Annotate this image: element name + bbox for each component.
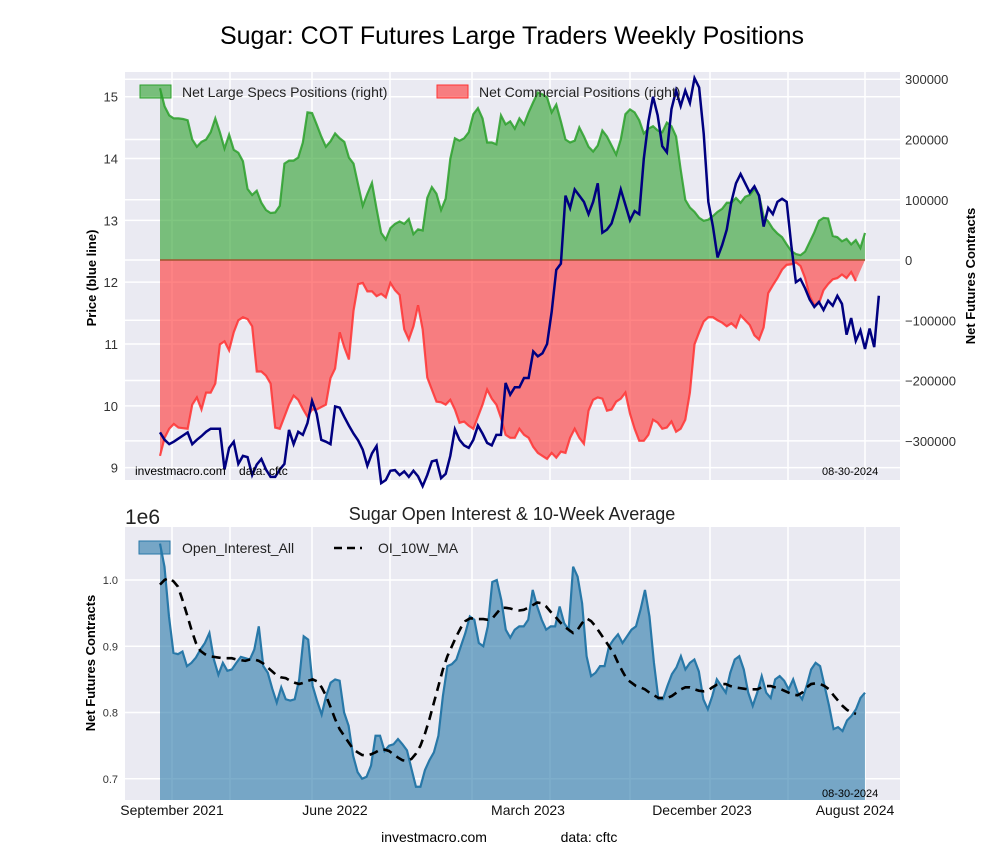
top-price-line <box>158 74 881 490</box>
legend-label-specs: Net Large Specs Positions (right) <box>182 84 387 100</box>
price-line <box>158 74 881 490</box>
right-tick-label: 200000 <box>905 132 948 147</box>
bottom-y-axis-ticks: 0.7 0.8 0.9 1.0 <box>103 575 118 786</box>
bottom-chart-title: Sugar Open Interest & 10-Week Average <box>349 504 676 524</box>
bottom-areas <box>158 543 866 800</box>
top-legend: Net Large Specs Positions (right) Net Co… <box>139 84 681 100</box>
left-tick-label: 11 <box>105 337 119 352</box>
open-interest-line <box>158 543 866 788</box>
right-tick-label: 0 <box>905 253 912 268</box>
x-tick-label: March 2023 <box>491 802 565 818</box>
top-areas <box>158 88 867 461</box>
top-left-axis-label: Price (blue line) <box>84 230 99 327</box>
left-tick-label: 15 <box>104 90 118 105</box>
x-tick-label: December 2023 <box>652 802 752 818</box>
footer-site: investmacro.com <box>381 829 487 845</box>
footer-source: data: cftc <box>561 829 618 845</box>
specs-area <box>160 88 865 261</box>
top-right-axis-ticks: 300000 200000 100000 0 −100000 −200000 −300000 <box>905 72 956 449</box>
x-axis-ticks: September 2021 June 2022 March 2023 Decembe… <box>120 802 894 818</box>
x-tick-label: September 2021 <box>120 802 224 818</box>
top-annotation-source: investmacro.com data: cftc <box>135 464 288 478</box>
top-right-axis-label: Net Futures Contracts <box>963 208 978 345</box>
chart-title: Sugar: COT Futures Large Traders Weekly … <box>219 22 805 50</box>
right-tick-label: 300000 <box>905 72 948 87</box>
bottom-annotation-date: 08-30-2024 <box>822 788 878 800</box>
bottom-offset-label: 1e6 <box>125 506 160 529</box>
left-tick-label: 9 <box>111 461 118 476</box>
right-tick-label: −200000 <box>905 374 956 389</box>
left-tick-label: 10 <box>104 399 118 414</box>
bottom-legend: Open_Interest_All OI_10W_MA <box>138 540 459 556</box>
bottom-y-tick-label: 0.8 <box>103 708 118 720</box>
bottom-y-tick-label: 1.0 <box>103 575 118 587</box>
right-tick-label: 100000 <box>905 193 948 208</box>
legend-swatch-open-interest <box>138 540 171 555</box>
x-tick-label: August 2024 <box>816 802 895 818</box>
bottom-y-axis-label: Net Futures Contracts <box>83 595 98 732</box>
bottom-panel: 0.7 0.8 0.9 1.0 September 2021 June 2022 Marc… <box>83 504 900 818</box>
open-interest-area <box>160 543 865 800</box>
commercial-line <box>158 261 857 461</box>
bottom-y-tick-label: 0.9 <box>103 641 118 653</box>
right-tick-label: −100000 <box>905 313 956 328</box>
commercial-area <box>160 260 865 459</box>
legend-swatch-specs <box>139 84 172 99</box>
left-tick-label: 13 <box>104 213 118 228</box>
ma-line <box>159 576 857 763</box>
specs-line <box>158 88 867 257</box>
legend-label-open-interest: Open_Interest_All <box>182 540 294 556</box>
top-left-axis-ticks: 9 10 11 12 13 14 15 <box>104 90 118 476</box>
legend-label-ma: OI_10W_MA <box>378 540 459 556</box>
left-tick-label: 12 <box>104 275 118 290</box>
right-tick-label: −300000 <box>905 434 956 449</box>
legend-label-commercial: Net Commercial Positions (right) <box>479 84 681 100</box>
left-tick-label: 14 <box>104 152 118 167</box>
legend-swatch-commercial <box>436 84 469 99</box>
top-panel: 9 10 11 12 13 14 15 300000 200000 100000 0 −100000… <box>84 72 978 490</box>
top-annotation-date: 08-30-2024 <box>822 466 878 478</box>
bottom-y-tick-label: 0.7 <box>103 774 118 786</box>
x-tick-label: June 2022 <box>302 802 368 818</box>
